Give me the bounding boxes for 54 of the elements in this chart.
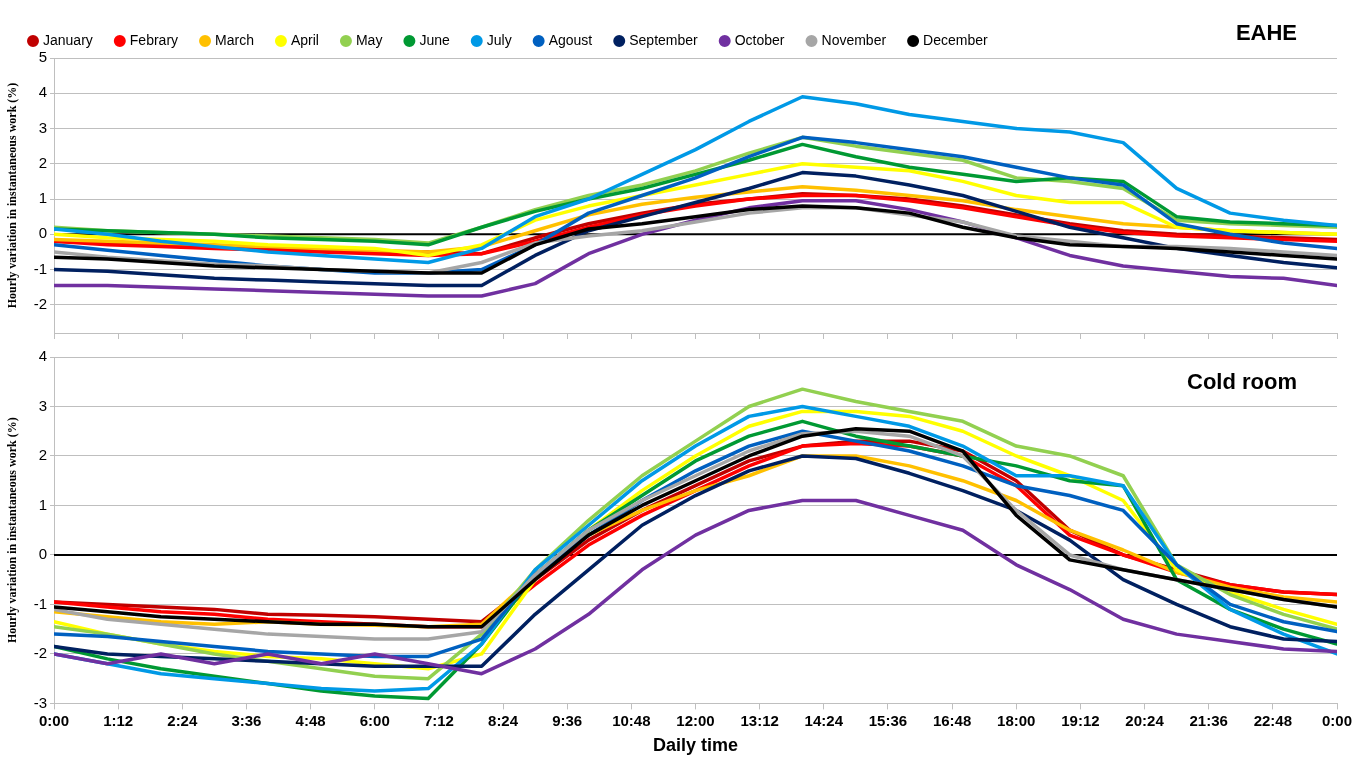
y-tick-label: 2 <box>38 153 47 171</box>
legend-label: March <box>215 31 254 48</box>
y-tick-label: -1 <box>33 594 47 612</box>
y-tick-label: 0 <box>38 224 47 242</box>
y-tick-label: -3 <box>33 693 47 711</box>
y-tick-label: 4 <box>38 347 47 365</box>
legend-label: April <box>290 31 319 48</box>
y-axis-title: Hourly variation in instantaneous work (%) <box>5 417 20 644</box>
y-tick-label: -1 <box>33 259 47 277</box>
chart-title: EAHE <box>1235 20 1297 46</box>
y-tick-label: 3 <box>38 118 47 136</box>
x-tick-label: 9:36 <box>552 711 583 729</box>
legend-label: July <box>486 31 512 48</box>
x-tick-label: 6:00 <box>359 711 390 729</box>
x-tick-label: 19:12 <box>1061 711 1100 729</box>
x-tick-label: 21:36 <box>1189 711 1228 729</box>
y-tick-label: 2 <box>38 446 47 464</box>
x-tick-label: 15:36 <box>868 711 908 729</box>
legend-label: October <box>734 31 785 48</box>
x-tick-label: 7:12 <box>423 711 454 729</box>
legend-label: September <box>629 31 699 48</box>
x-tick-label: 13:12 <box>740 711 779 729</box>
x-tick-label: 2:24 <box>167 711 198 729</box>
x-tick-label: 16:48 <box>932 711 972 729</box>
x-tick-label: 22:48 <box>1253 711 1293 729</box>
x-tick-label: 14:24 <box>804 711 844 729</box>
y-tick-label: 0 <box>38 545 47 563</box>
legend-label: May <box>355 31 383 48</box>
legend-label: January <box>43 31 93 48</box>
x-tick-label: 3:36 <box>231 711 262 729</box>
y-tick-label: 1 <box>38 189 47 207</box>
y-tick-label: -2 <box>33 294 47 312</box>
y-tick-label: 1 <box>38 495 47 513</box>
y-axis-title: Hourly variation in instantaneous work (%) <box>5 82 20 309</box>
x-tick-label: 4:48 <box>295 711 326 729</box>
x-tick-label: 0:00 <box>1321 711 1353 729</box>
x-tick-label: 20:24 <box>1125 711 1165 729</box>
x-tick-label: 8:24 <box>488 711 519 729</box>
x-tick-label: 18:00 <box>997 711 1036 729</box>
x-tick-label: 1:12 <box>103 711 134 729</box>
y-tick-label: 5 <box>38 48 47 66</box>
y-tick-label: 3 <box>38 396 47 414</box>
x-tick-label: 10:48 <box>612 711 651 729</box>
legend-label: June <box>419 31 450 48</box>
legend-label: December <box>923 31 989 48</box>
legend-label: Agoust <box>548 31 593 48</box>
x-axis-title: Daily time <box>652 735 739 756</box>
x-tick-label: 12:00 <box>676 711 715 729</box>
legend-label: Febrary <box>129 31 179 48</box>
y-tick-label: -2 <box>33 644 47 662</box>
y-tick-label: 4 <box>38 83 47 101</box>
text: Cold room <box>1187 369 1297 395</box>
x-tick-label: 0:00 <box>38 711 70 729</box>
legend-label: November <box>821 31 887 48</box>
